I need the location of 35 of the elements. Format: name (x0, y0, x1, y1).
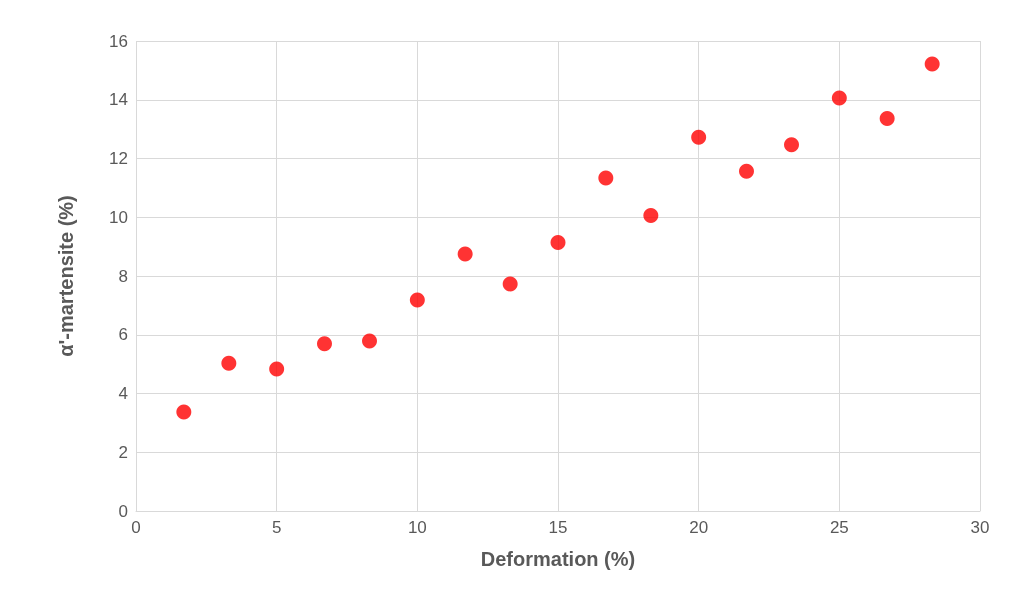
y-axis-title: α'-martensite (%) (55, 195, 77, 357)
y-tick-label: 6 (118, 325, 128, 345)
point (598, 170, 614, 186)
point (362, 333, 378, 349)
x-tick-label: 30 (970, 518, 990, 537)
x-tick-label: 15 (548, 518, 568, 537)
x-tick-label: 25 (829, 518, 849, 537)
point (643, 207, 659, 223)
y-tick-label: 2 (118, 442, 128, 462)
point (269, 361, 285, 377)
point (924, 56, 940, 72)
x-tick-label: 10 (407, 518, 427, 537)
point (550, 235, 566, 251)
point (691, 129, 707, 145)
y-tick-label: 10 (109, 207, 128, 227)
x-axis-title: Deformation (%) (480, 548, 636, 570)
point (317, 336, 332, 352)
y-tick-label: 0 (118, 501, 128, 521)
point (831, 90, 847, 106)
x-tick-label: 20 (689, 518, 709, 537)
y-tick-label: 14 (109, 90, 128, 110)
y-tick-label: 8 (118, 266, 128, 286)
y-tick-label: 12 (109, 149, 128, 168)
y-tick-label: 16 (109, 31, 128, 51)
point (502, 276, 518, 292)
point (457, 246, 473, 262)
x-tick-label: 5 (271, 518, 282, 537)
point (409, 292, 425, 308)
point (176, 404, 192, 420)
y-tick-label: 4 (118, 384, 128, 403)
x-tick-label: 0 (131, 518, 141, 537)
point (221, 355, 237, 371)
point (879, 111, 895, 127)
point (739, 163, 754, 179)
point (784, 137, 800, 153)
